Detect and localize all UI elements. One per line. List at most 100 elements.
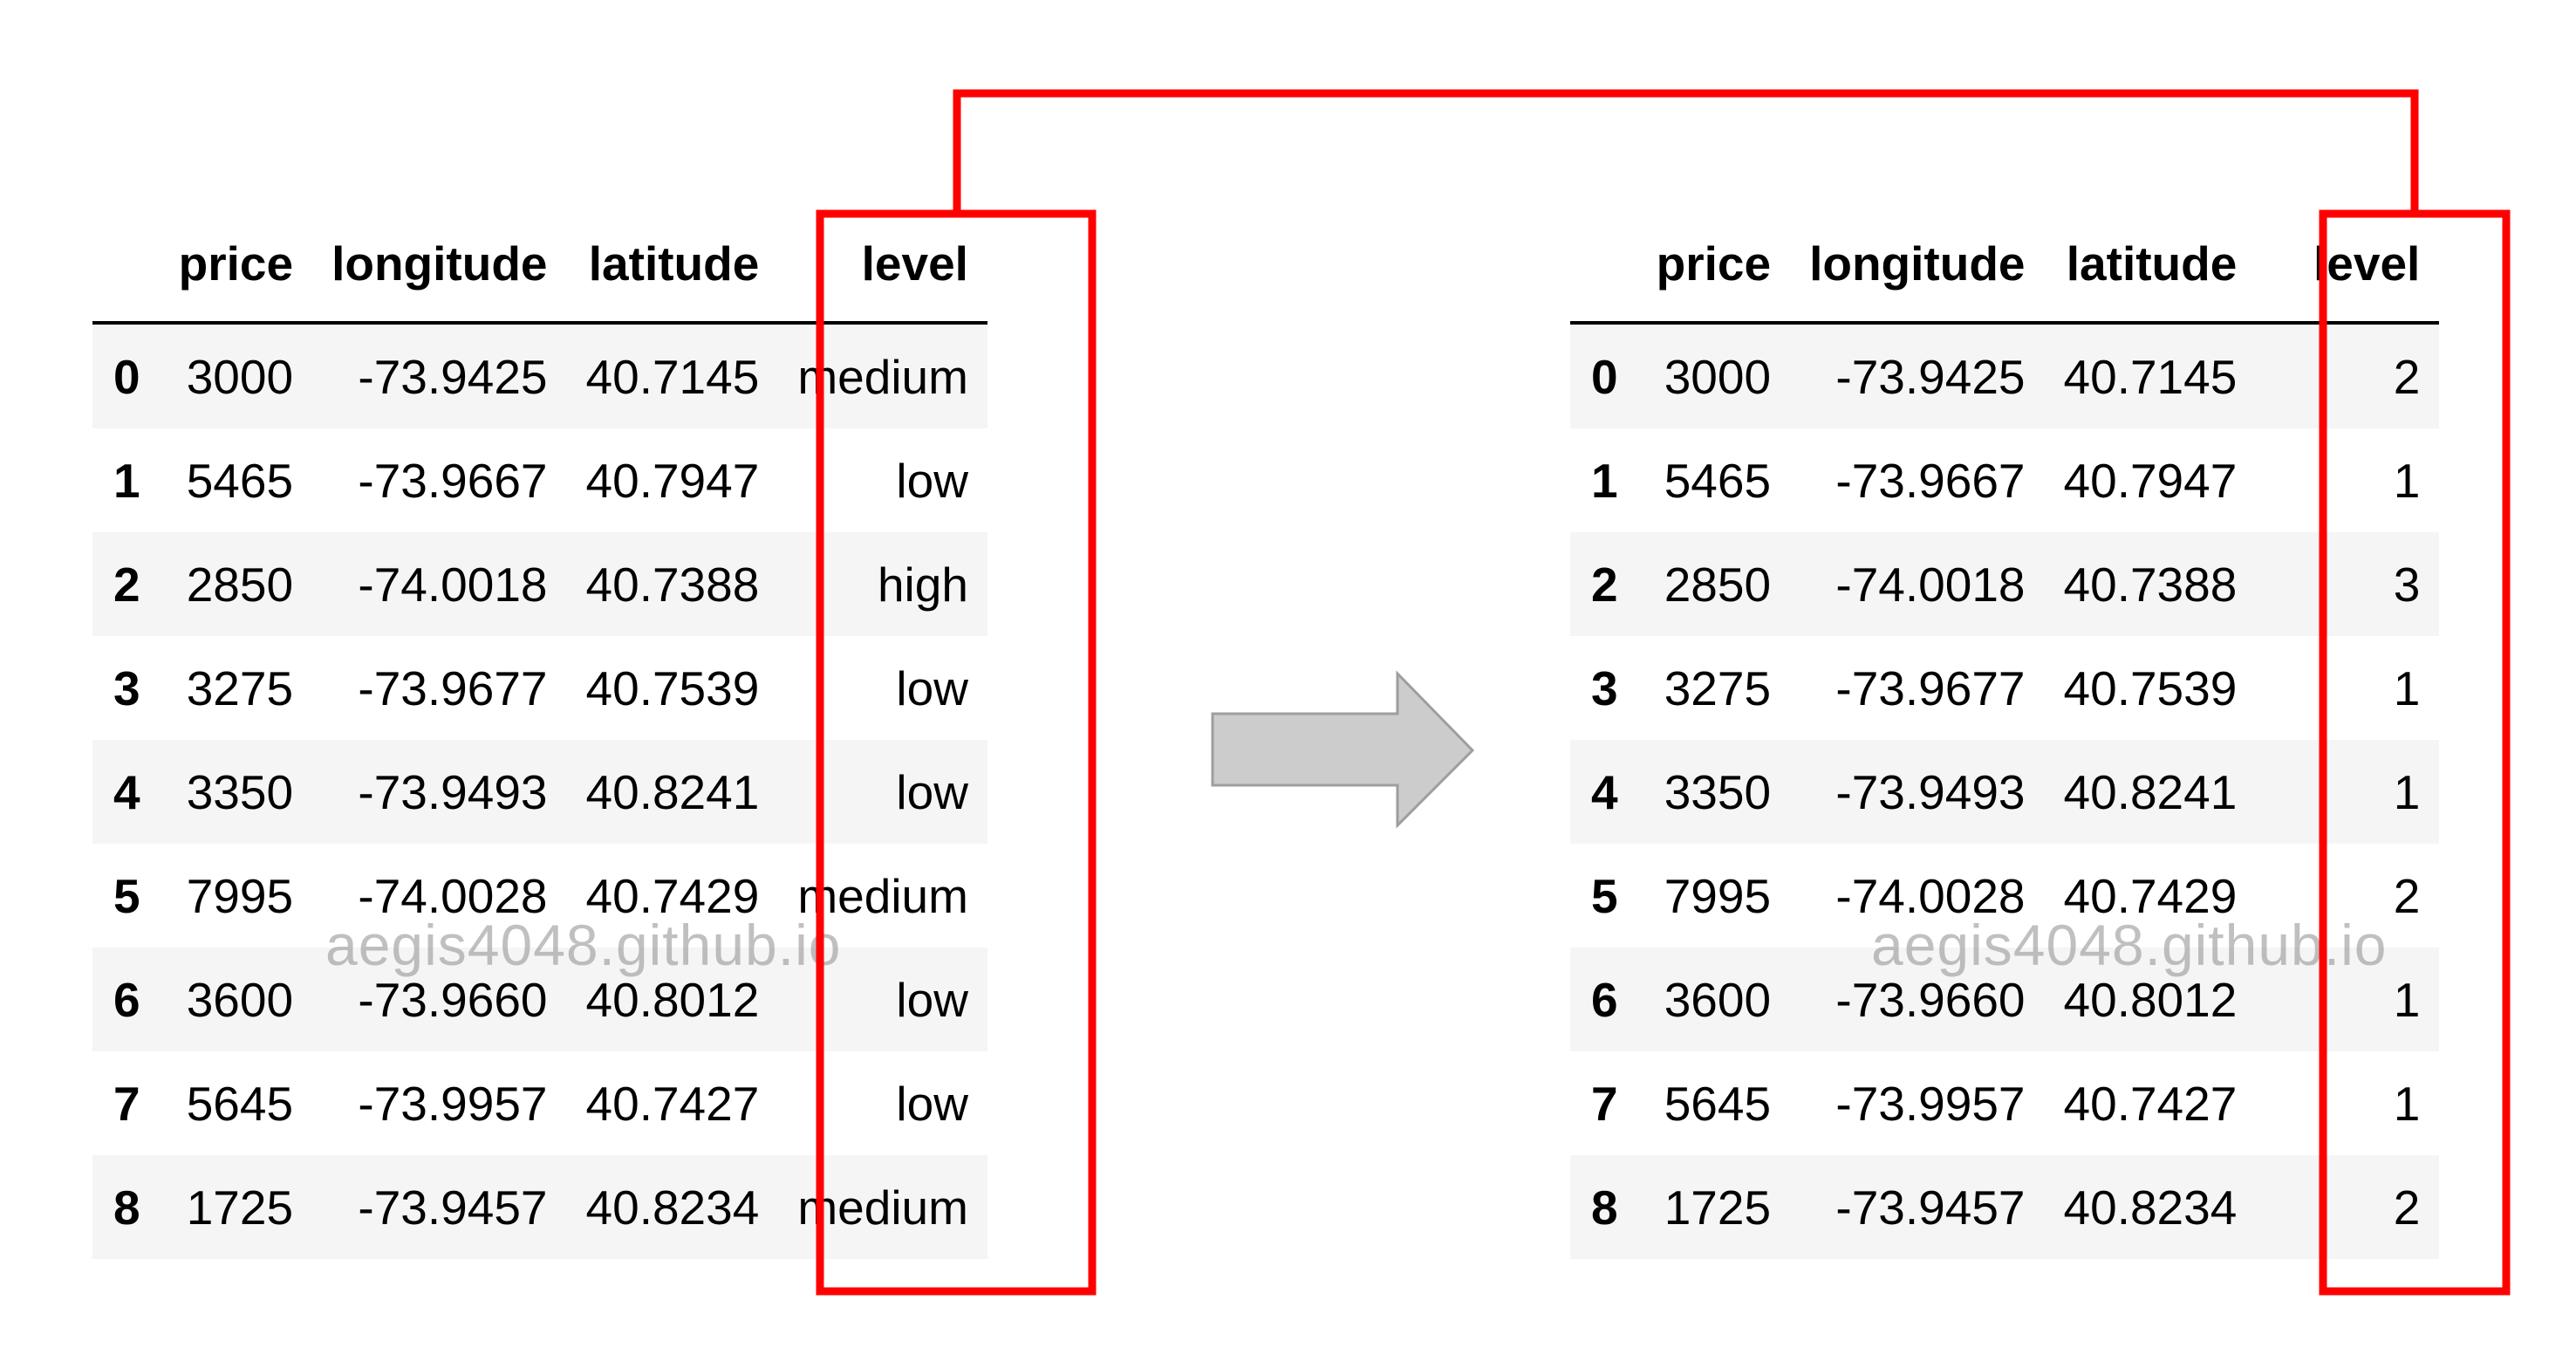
right-arrow-icon bbox=[1211, 670, 1475, 829]
row-index: 0 bbox=[1591, 349, 1618, 404]
row-index: 1 bbox=[113, 453, 140, 508]
column-header-longitude: longitude bbox=[312, 205, 567, 325]
cell-price: 3350 bbox=[1664, 764, 1772, 819]
cell-latitude: 40.7427 bbox=[2063, 1076, 2238, 1131]
cell-price: 3600 bbox=[186, 972, 294, 1027]
cell-latitude: 40.7947 bbox=[585, 453, 760, 508]
cell-price: 5465 bbox=[1664, 453, 1772, 508]
cell-latitude: 40.7388 bbox=[2063, 557, 2238, 612]
row-index: 8 bbox=[1591, 1180, 1618, 1235]
cell-longitude: -74.0018 bbox=[1835, 557, 2026, 612]
right-level-highlight-box bbox=[2319, 209, 2511, 1296]
row-index: 2 bbox=[1591, 557, 1618, 612]
cell-longitude: -73.9493 bbox=[358, 764, 548, 819]
table-row: 2 2850 -74.0018 40.7388 high bbox=[92, 532, 987, 636]
cell-price: 5465 bbox=[186, 453, 294, 508]
cell-level: low bbox=[896, 453, 968, 508]
table-row: 1 5465 -73.9667 40.7947 low bbox=[92, 428, 987, 532]
cell-level: 1 bbox=[2393, 764, 2421, 819]
cell-level: high bbox=[877, 557, 968, 612]
table-row: 2 2850 -74.0018 40.7388 3 bbox=[1570, 532, 2440, 636]
table-row: 3 3275 -73.9677 40.7539 1 bbox=[1570, 636, 2440, 740]
cell-price: 3600 bbox=[1664, 972, 1772, 1027]
cell-latitude: 40.8234 bbox=[2063, 1180, 2238, 1235]
cell-longitude: -73.9667 bbox=[1835, 453, 2026, 508]
cell-price: 7995 bbox=[186, 868, 294, 923]
table-row: 8 1725 -73.9457 40.8234 medium bbox=[92, 1155, 987, 1259]
cell-price: 3350 bbox=[186, 764, 294, 819]
cell-latitude: 40.7539 bbox=[2063, 660, 2238, 715]
cell-latitude: 40.8241 bbox=[585, 764, 760, 819]
cell-level: low bbox=[896, 972, 968, 1027]
table-row: 8 1725 -73.9457 40.8234 2 bbox=[1570, 1155, 2440, 1259]
right-dataframe: price longitude latitude level 0 3000 -73.… bbox=[1570, 205, 2440, 1259]
cell-latitude: 40.7427 bbox=[585, 1076, 760, 1131]
cell-level: low bbox=[896, 764, 968, 819]
cell-latitude: 40.7145 bbox=[585, 349, 760, 404]
column-header-level: level bbox=[778, 205, 987, 325]
row-index: 5 bbox=[113, 868, 140, 923]
cell-level: 2 bbox=[2393, 868, 2421, 923]
cell-longitude: -73.9425 bbox=[358, 349, 548, 404]
table-row: 6 3600 -73.9660 40.8012 1 bbox=[1570, 948, 2440, 1051]
cell-level: 1 bbox=[2393, 453, 2421, 508]
cell-latitude: 40.7947 bbox=[2063, 453, 2238, 508]
cell-longitude: -73.9493 bbox=[1835, 764, 2026, 819]
cell-longitude: -73.9677 bbox=[358, 660, 548, 715]
column-header-price: price bbox=[159, 205, 313, 325]
cell-longitude: -74.0028 bbox=[358, 868, 548, 923]
cell-price: 2850 bbox=[186, 557, 294, 612]
left-level-highlight-box bbox=[816, 209, 1097, 1296]
table-row: 0 3000 -73.9425 40.7145 2 bbox=[1570, 323, 2440, 428]
row-index: 0 bbox=[113, 349, 140, 404]
header-row: price longitude latitude level bbox=[1570, 205, 2440, 325]
column-header-index bbox=[92, 205, 160, 325]
cell-price: 5645 bbox=[1664, 1076, 1772, 1131]
cell-price: 2850 bbox=[1664, 557, 1772, 612]
table-row: 5 7995 -74.0028 40.7429 medium bbox=[92, 844, 987, 948]
cell-longitude: -74.0028 bbox=[1835, 868, 2026, 923]
cell-latitude: 40.8234 bbox=[585, 1180, 760, 1235]
table-row: 5 7995 -74.0028 40.7429 2 bbox=[1570, 844, 2440, 948]
row-index: 4 bbox=[1591, 764, 1618, 819]
cell-longitude: -73.9425 bbox=[1835, 349, 2026, 404]
cell-level: 3 bbox=[2393, 557, 2421, 612]
table-row: 7 5645 -73.9957 40.7427 low bbox=[92, 1051, 987, 1155]
cell-latitude: 40.7429 bbox=[585, 868, 760, 923]
cell-latitude: 40.8012 bbox=[585, 972, 760, 1027]
cell-longitude: -73.9457 bbox=[358, 1180, 548, 1235]
cell-level: medium bbox=[797, 868, 968, 923]
cell-price: 3275 bbox=[186, 660, 294, 715]
cell-price: 5645 bbox=[186, 1076, 294, 1131]
cell-level: low bbox=[896, 660, 968, 715]
cell-price: 3000 bbox=[1664, 349, 1772, 404]
table-row: 6 3600 -73.9660 40.8012 low bbox=[92, 948, 987, 1051]
cell-longitude: -73.9660 bbox=[358, 972, 548, 1027]
cell-level: 1 bbox=[2393, 1076, 2421, 1131]
row-index: 1 bbox=[1591, 453, 1618, 508]
cell-level: medium bbox=[797, 349, 968, 404]
cell-price: 1725 bbox=[1664, 1180, 1772, 1235]
table-row: 1 5465 -73.9667 40.7947 1 bbox=[1570, 428, 2440, 532]
table-row: 3 3275 -73.9677 40.7539 low bbox=[92, 636, 987, 740]
table-row: 4 3350 -73.9493 40.8241 low bbox=[92, 740, 987, 844]
cell-level: 2 bbox=[2393, 349, 2421, 404]
table-row: 4 3350 -73.9493 40.8241 1 bbox=[1570, 740, 2440, 844]
cell-latitude: 40.7145 bbox=[2063, 349, 2238, 404]
row-index: 7 bbox=[113, 1076, 140, 1131]
row-index: 5 bbox=[1591, 868, 1618, 923]
column-header-latitude: latitude bbox=[2044, 205, 2257, 325]
column-header-level: level bbox=[2256, 205, 2440, 325]
column-header-latitude: latitude bbox=[566, 205, 779, 325]
cell-latitude: 40.8012 bbox=[2063, 972, 2238, 1027]
column-header-index bbox=[1570, 205, 1637, 325]
column-header-price: price bbox=[1636, 205, 1791, 325]
cell-longitude: -73.9667 bbox=[358, 453, 548, 508]
cell-longitude: -73.9677 bbox=[1835, 660, 2026, 715]
cell-longitude: -74.0018 bbox=[358, 557, 548, 612]
cell-level: low bbox=[896, 1076, 968, 1131]
cell-latitude: 40.7388 bbox=[585, 557, 760, 612]
cell-latitude: 40.7429 bbox=[2063, 868, 2238, 923]
cell-level: 1 bbox=[2393, 660, 2421, 715]
